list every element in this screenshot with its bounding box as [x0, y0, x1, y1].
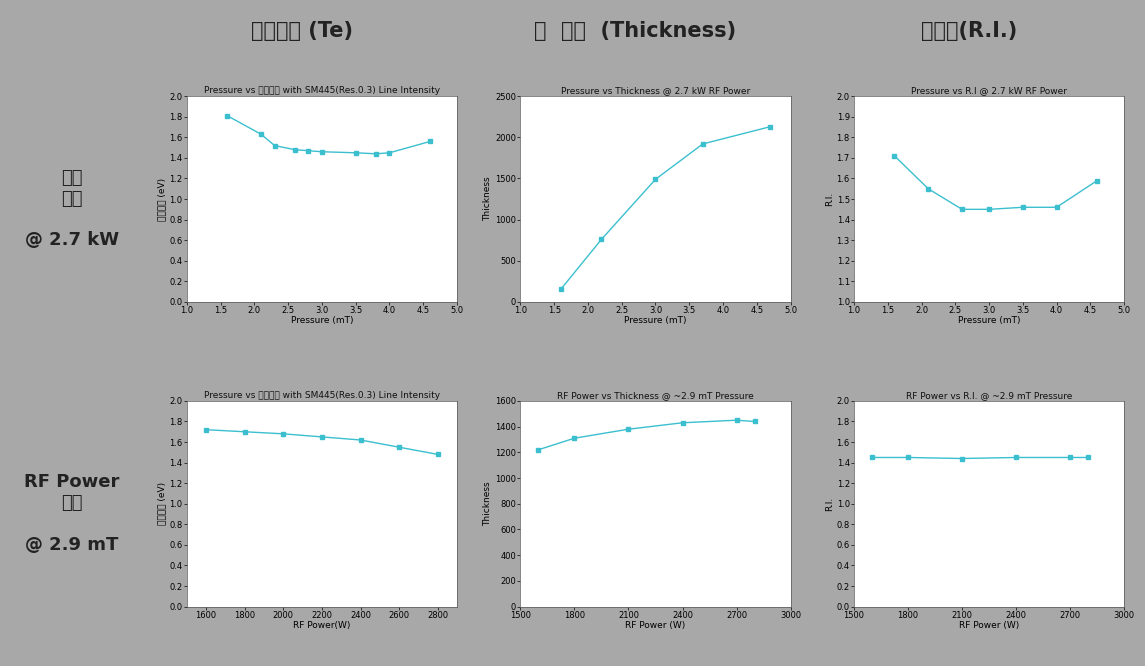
Y-axis label: 전자온도 (eV): 전자온도 (eV) — [158, 178, 167, 220]
X-axis label: RF Power(W): RF Power(W) — [293, 621, 350, 630]
Title: Pressure vs R.I @ 2.7 kW RF Power: Pressure vs R.I @ 2.7 kW RF Power — [911, 87, 1067, 95]
Text: RF Power
변화

@ 2.9 mT: RF Power 변화 @ 2.9 mT — [24, 474, 120, 554]
Title: Pressure vs Thickness @ 2.7 kW RF Power: Pressure vs Thickness @ 2.7 kW RF Power — [561, 87, 750, 95]
Y-axis label: 전자온도 (eV): 전자온도 (eV) — [158, 482, 167, 525]
Y-axis label: Thickness: Thickness — [483, 482, 492, 526]
Title: RF Power vs R.I. @ ~2.9 mT Pressure: RF Power vs R.I. @ ~2.9 mT Pressure — [906, 391, 1072, 400]
Y-axis label: Thickness: Thickness — [483, 176, 492, 221]
X-axis label: RF Power (W): RF Power (W) — [625, 621, 686, 630]
Text: 전자온도 (Te): 전자온도 (Te) — [251, 21, 353, 41]
Text: 맅  두께  (Thickness): 맅 두께 (Thickness) — [535, 21, 736, 41]
X-axis label: Pressure (mT): Pressure (mT) — [291, 316, 353, 326]
X-axis label: RF Power (W): RF Power (W) — [960, 621, 1019, 630]
Text: 굴절률(R.I.): 굴절률(R.I.) — [921, 21, 1017, 41]
Title: Pressure vs 전자온도 with SM445(Res.0.3) Line Intensity: Pressure vs 전자온도 with SM445(Res.0.3) Lin… — [204, 391, 440, 400]
X-axis label: Pressure (mT): Pressure (mT) — [958, 316, 1020, 326]
Title: RF Power vs Thickness @ ~2.9 mT Pressure: RF Power vs Thickness @ ~2.9 mT Pressure — [558, 391, 753, 400]
X-axis label: Pressure (mT): Pressure (mT) — [624, 316, 687, 326]
Text: 압력
변화

@ 2.7 kW: 압력 변화 @ 2.7 kW — [25, 168, 119, 249]
Title: Pressure vs 전자온도 with SM445(Res.0.3) Line Intensity: Pressure vs 전자온도 with SM445(Res.0.3) Lin… — [204, 87, 440, 95]
Y-axis label: R.I.: R.I. — [824, 497, 834, 511]
Y-axis label: R.I.: R.I. — [824, 192, 834, 206]
